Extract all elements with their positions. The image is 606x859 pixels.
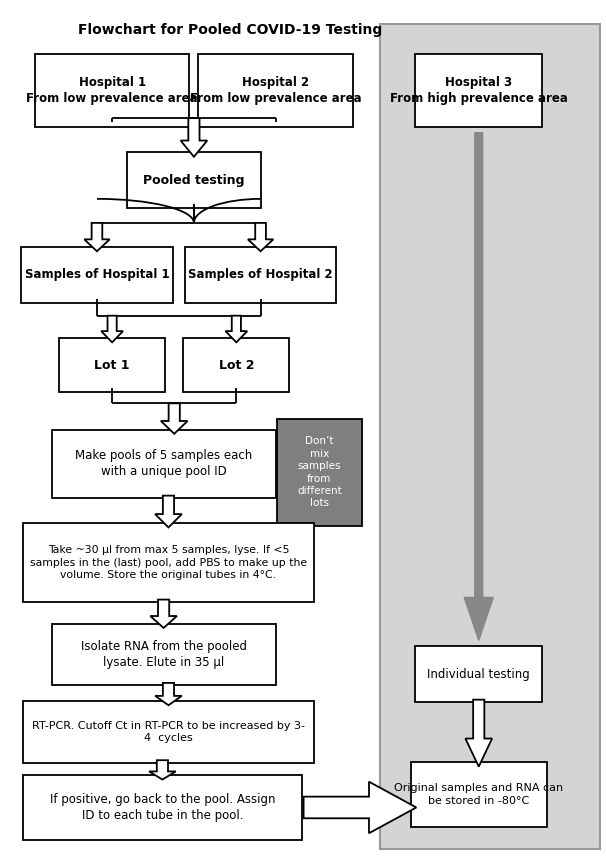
Polygon shape: [155, 496, 182, 527]
Text: Make pools of 5 samples each
with a unique pool ID: Make pools of 5 samples each with a uniq…: [75, 449, 252, 478]
Text: If positive, go back to the pool. Assign
ID to each tube in the pool.: If positive, go back to the pool. Assign…: [50, 793, 275, 822]
FancyArrow shape: [464, 133, 493, 640]
Text: Take ~30 μl from max 5 samples, lyse. If <5
samples in the (last) pool, add PBS : Take ~30 μl from max 5 samples, lyse. If…: [30, 545, 307, 580]
FancyBboxPatch shape: [415, 646, 542, 703]
FancyBboxPatch shape: [23, 775, 302, 840]
Text: Samples of Hospital 2: Samples of Hospital 2: [188, 268, 333, 282]
FancyBboxPatch shape: [59, 338, 165, 392]
Text: Isolate RNA from the pooled
lysate. Elute in 35 μl: Isolate RNA from the pooled lysate. Elut…: [81, 640, 247, 669]
FancyBboxPatch shape: [199, 53, 353, 126]
Text: Lot 2: Lot 2: [219, 358, 254, 372]
FancyBboxPatch shape: [415, 53, 542, 126]
Polygon shape: [248, 222, 273, 251]
Text: Individual testing: Individual testing: [427, 667, 530, 681]
Text: RT-PCR. Cutoff Ct in RT-PCR to be increased by 3-
4  cycles: RT-PCR. Cutoff Ct in RT-PCR to be increa…: [32, 721, 305, 743]
FancyBboxPatch shape: [127, 153, 261, 208]
FancyBboxPatch shape: [183, 338, 290, 392]
Polygon shape: [465, 699, 492, 766]
Text: Samples of Hospital 1: Samples of Hospital 1: [25, 268, 169, 282]
FancyBboxPatch shape: [35, 53, 189, 126]
Text: Don’t
mix
samples
from
different
lots: Don’t mix samples from different lots: [297, 436, 342, 509]
FancyBboxPatch shape: [21, 247, 173, 302]
FancyBboxPatch shape: [23, 701, 314, 763]
Text: Hospital 1
From low prevalence area: Hospital 1 From low prevalence area: [26, 76, 198, 105]
Polygon shape: [304, 782, 416, 833]
Text: Hospital 2
From low prevalence area: Hospital 2 From low prevalence area: [190, 76, 362, 105]
FancyBboxPatch shape: [277, 419, 362, 526]
Polygon shape: [181, 118, 207, 157]
FancyBboxPatch shape: [411, 763, 547, 826]
FancyBboxPatch shape: [52, 430, 276, 498]
Polygon shape: [225, 315, 247, 343]
Text: Flowchart for Pooled COVID-19 Testing: Flowchart for Pooled COVID-19 Testing: [78, 23, 382, 37]
Text: Pooled testing: Pooled testing: [143, 174, 245, 187]
FancyBboxPatch shape: [23, 523, 314, 602]
Polygon shape: [150, 600, 177, 628]
Text: Original samples and RNA can
be stored in -80°C: Original samples and RNA can be stored i…: [394, 783, 564, 806]
Polygon shape: [101, 315, 123, 343]
Polygon shape: [149, 760, 176, 780]
Bar: [380, 24, 600, 849]
Polygon shape: [84, 222, 110, 251]
Polygon shape: [161, 404, 188, 434]
FancyBboxPatch shape: [52, 624, 276, 685]
Text: Hospital 3
From high prevalence area: Hospital 3 From high prevalence area: [390, 76, 568, 105]
Polygon shape: [155, 683, 182, 705]
Text: Lot 1: Lot 1: [95, 358, 130, 372]
FancyBboxPatch shape: [185, 247, 336, 302]
